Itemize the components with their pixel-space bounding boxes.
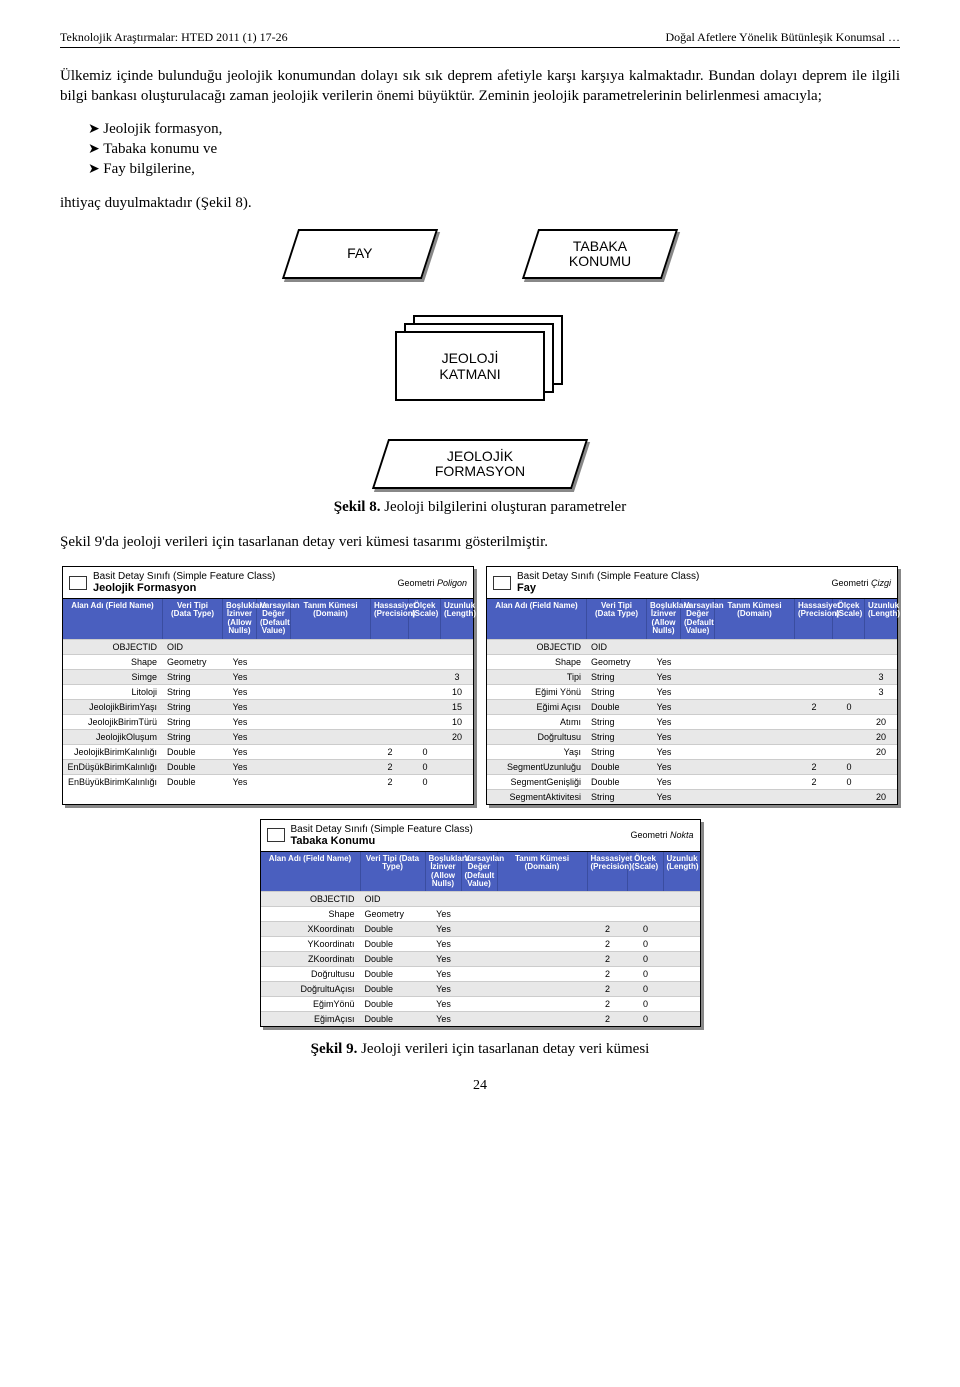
shape-fay-label: FAY [347,246,372,261]
table-row: DoğrultusuStringYes20 [487,729,897,744]
caption-figure-9: Şekil 9. Jeoloji verileri için tasarlana… [60,1041,900,1058]
table-row: JeolojikBirimKalınlığıDoubleYes20 [63,744,473,759]
tables-row-bottom: Basit Detay Sınıfı (Simple Feature Class… [60,819,900,1028]
feature-class-icon [493,576,511,590]
table-row: SegmentAktivitesiStringYes20 [487,789,897,804]
table-row: EğimAçısıDoubleYes20 [261,1011,700,1026]
table-jeolojik-formasyon: Basit Detay Sınıfı (Simple Feature Class… [62,566,474,805]
table-row: OBJECTIDOID [261,891,700,906]
table-row: YaşıStringYes20 [487,744,897,759]
caption-8-text: Jeoloji bilgilerini oluşturan parametrel… [384,499,626,515]
caption-9-text: Jeoloji verileri için tasarlanan detay v… [361,1041,649,1057]
bullet-1: Jeolojik formasyon, [88,121,900,138]
table-row: Eğimi YönüStringYes3 [487,684,897,699]
table-row: AtımıStringYes20 [487,714,897,729]
header-left: Teknolojik Araştırmalar: HTED 2011 (1) 1… [60,30,288,45]
diagram-figure-8: FAY TABAKA KONUMU JEOLOJİ KATMANI JEOLOJ… [60,229,900,489]
table-row: JeolojikBirimTürüStringYes10 [63,714,473,729]
table-row: JeolojikOluşumStringYes20 [63,729,473,744]
page-number: 24 [60,1078,900,1094]
shape-formasyon: JEOLOJİK FORMASYON [372,439,588,489]
table-row: SimgeStringYes3 [63,669,473,684]
table-row: SegmentUzunluğuDoubleYes20 [487,759,897,774]
shape-katman-stack: JEOLOJİ KATMANI [395,315,565,403]
shape-tabaka: TABAKA KONUMU [522,229,678,279]
table-row: XKoordinatıDoubleYes20 [261,921,700,936]
bullet-3: Fay bilgilerine, [88,161,900,178]
caption-figure-8: Şekil 8. Jeoloji bilgilerini oluşturan p… [60,499,900,516]
bullet-list: Jeolojik formasyon, Tabaka konumu ve Fay… [60,121,900,178]
paragraph-1: Ülkemiz içinde bulunduğu jeolojik konumu… [60,66,900,107]
feature-class-icon [69,576,87,590]
feature-class-icon [267,828,285,842]
paragraph-3: Şekil 9'da jeoloji verileri için tasarla… [60,532,900,552]
tables-row-top: Basit Detay Sınıfı (Simple Feature Class… [60,566,900,805]
table-row: EnDüşükBirimKalınlığıDoubleYes20 [63,759,473,774]
table-row: OBJECTIDOID [63,639,473,654]
table-row: Eğimi AçısıDoubleYes20 [487,699,897,714]
shape-formasyon-label: JEOLOJİK FORMASYON [435,448,525,479]
table-row: OBJECTIDOID [487,639,897,654]
table-row: ShapeGeometryYes [63,654,473,669]
table-row: YKoordinatıDoubleYes20 [261,936,700,951]
table-row: EnBüyükBirimKalınlığıDoubleYes20 [63,774,473,789]
table-row: TipiStringYes3 [487,669,897,684]
table-row: DoğrultuAçısıDoubleYes20 [261,981,700,996]
table-row: ShapeGeometryYes [487,654,897,669]
page-header: Teknolojik Araştırmalar: HTED 2011 (1) 1… [60,30,900,48]
table-row: DoğrultusuDoubleYes20 [261,966,700,981]
paragraph-2: ihtiyaç duyulmaktadır (Şekil 8). [60,193,900,213]
shape-fay: FAY [282,229,438,279]
table-row: ShapeGeometryYes [261,906,700,921]
bullet-2: Tabaka konumu ve [88,141,900,158]
table-row: JeolojikBirimYaşıStringYes15 [63,699,473,714]
table-row: SegmentGenişliğiDoubleYes20 [487,774,897,789]
table-row: LitolojiStringYes10 [63,684,473,699]
header-right: Doğal Afetlere Yönelik Bütünleşik Konums… [665,30,900,45]
table-row: EğimYönüDoubleYes20 [261,996,700,1011]
table-row: ZKoordinatıDoubleYes20 [261,951,700,966]
table-fay: Basit Detay Sınıfı (Simple Feature Class… [486,566,898,805]
table-tabaka-konumu: Basit Detay Sınıfı (Simple Feature Class… [260,819,701,1028]
shape-katman-label: JEOLOJİ KATMANI [439,350,500,382]
shape-tabaka-label: TABAKA KONUMU [569,238,631,269]
